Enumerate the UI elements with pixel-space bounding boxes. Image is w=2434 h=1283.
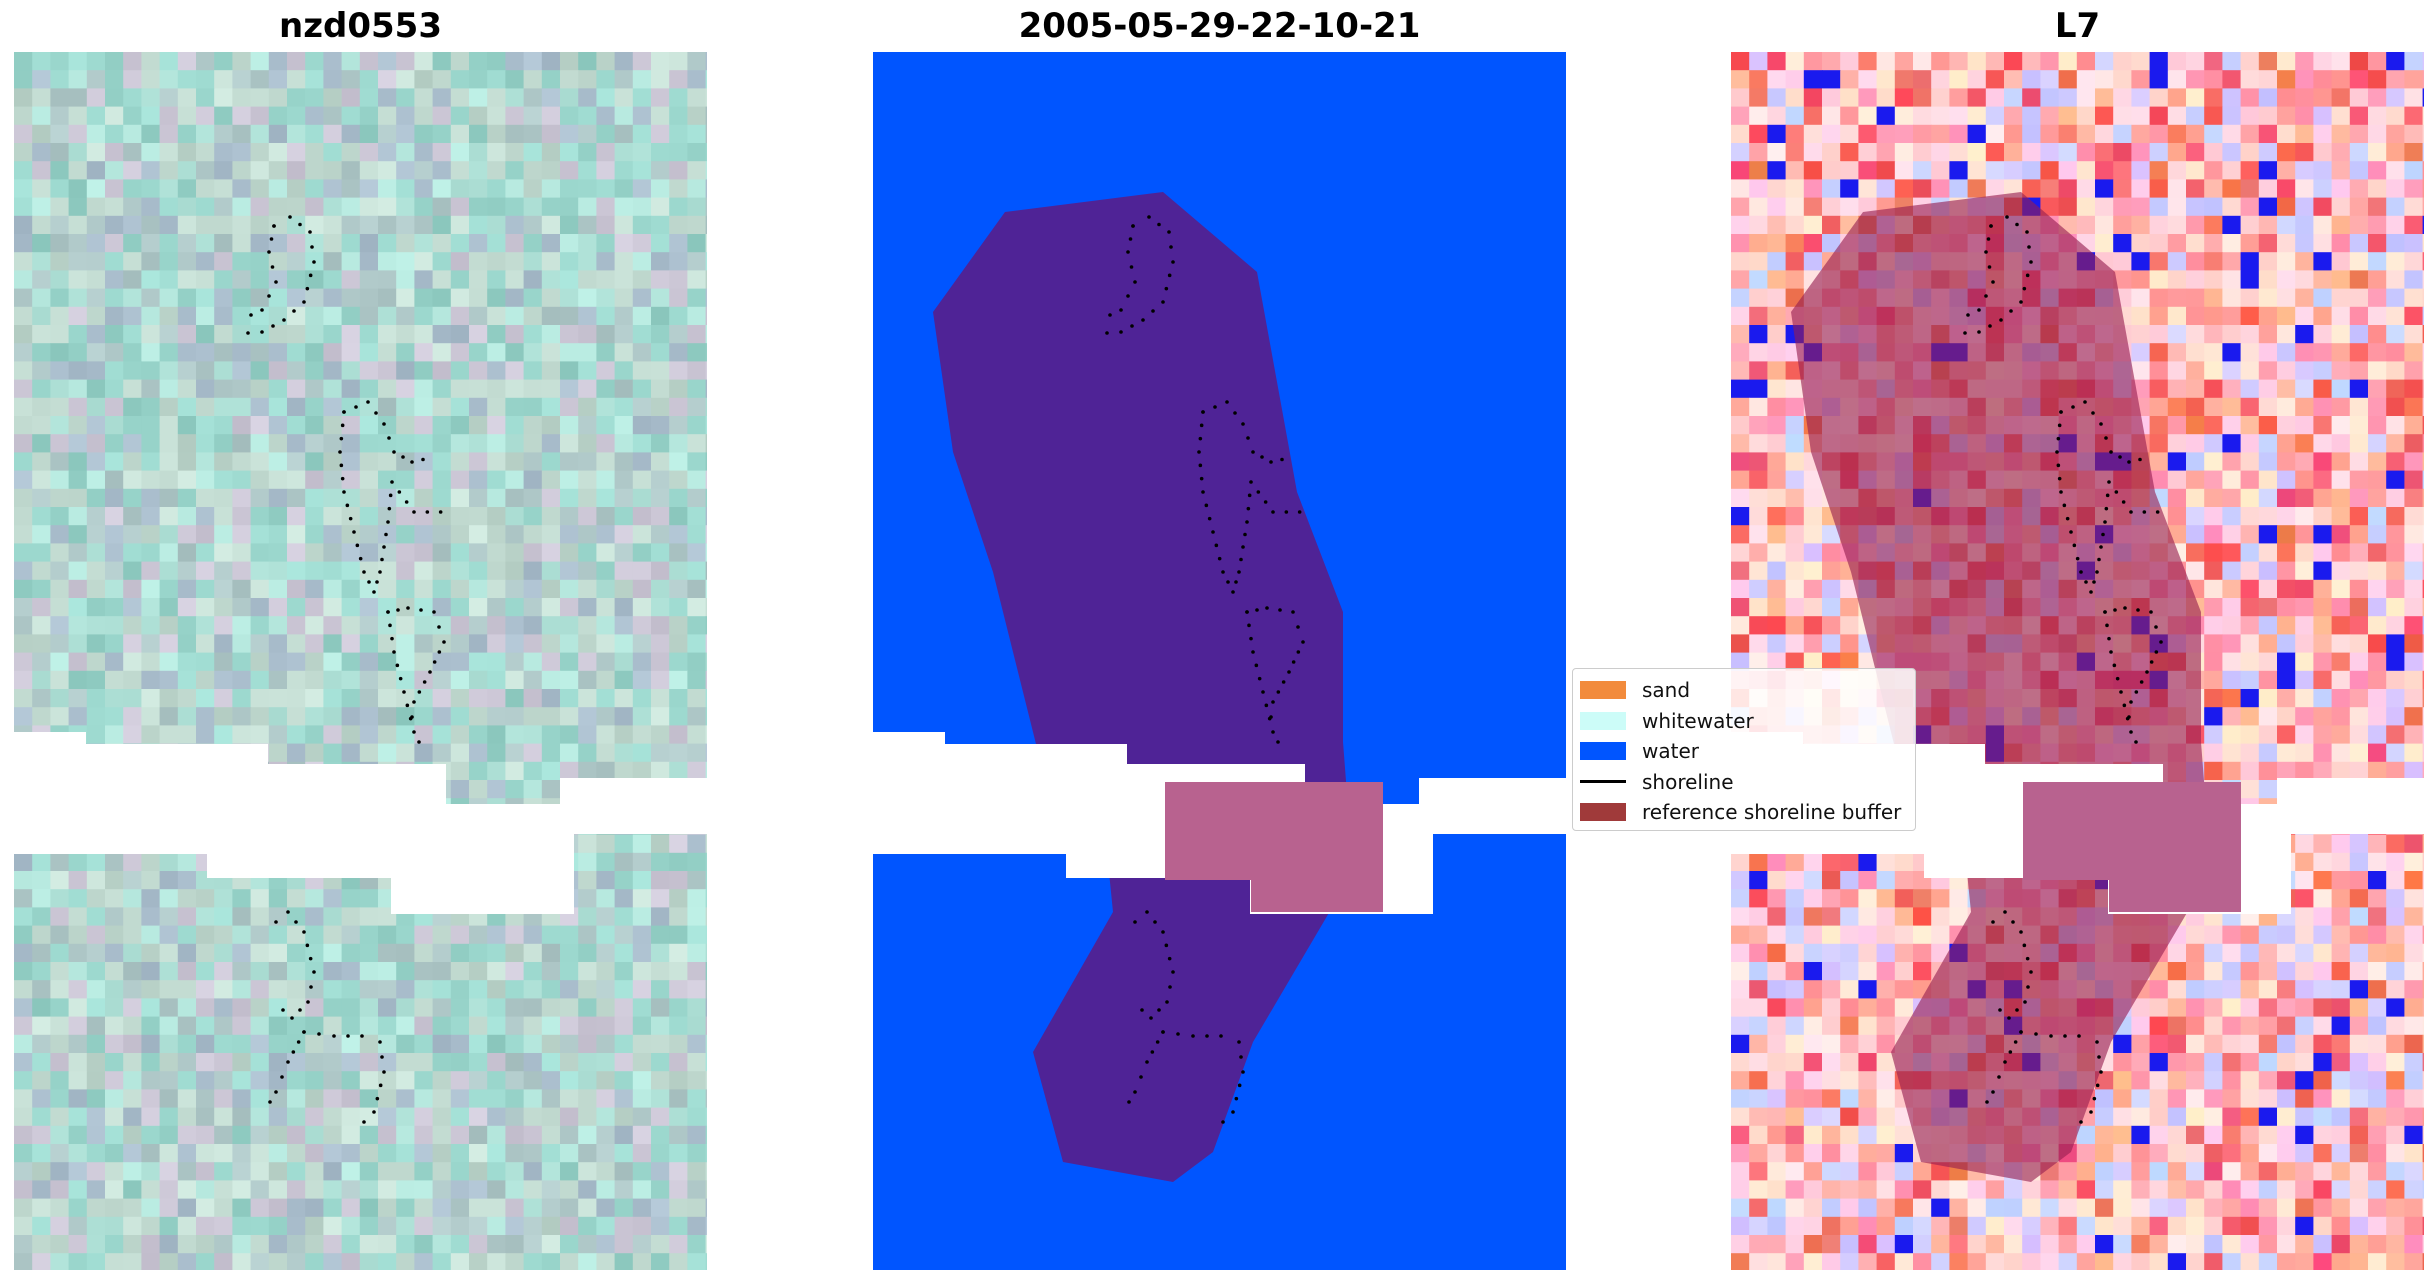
legend-item-sand: sand <box>1573 675 1915 706</box>
legend-label-water: water <box>1642 739 1699 764</box>
panel-title-index: L7 <box>2054 6 2101 46</box>
legend-label-whitewater: whitewater <box>1642 708 1754 733</box>
legend-item-water: water <box>1573 736 1915 767</box>
classified-image-panel <box>873 52 1566 1270</box>
whitewater-swatch <box>1580 711 1626 730</box>
legend-label-reference-buffer: reference shoreline buffer <box>1642 800 1902 825</box>
legend-item-whitewater: whitewater <box>1573 706 1915 737</box>
legend-label-shoreline: shoreline <box>1642 769 1734 794</box>
water-swatch <box>1580 742 1626 761</box>
reference-buffer-swatch <box>1580 803 1626 822</box>
index-image-panel <box>1731 52 2424 1270</box>
legend: sand whitewater water shoreline referenc… <box>1572 668 1916 831</box>
rgb-image-panel <box>14 52 707 1270</box>
legend-label-sand: sand <box>1642 678 1691 703</box>
legend-item-shoreline: shoreline <box>1573 767 1915 798</box>
panel-title-rgb: nzd0553 <box>279 6 442 46</box>
index-image <box>1731 52 2424 1270</box>
panel-title-classified: 2005-05-29-22-10-21 <box>1018 6 1421 46</box>
classified-image <box>873 52 1566 1270</box>
rgb-image <box>14 52 707 1270</box>
shoreline-line-swatch <box>1580 780 1626 784</box>
sand-swatch <box>1580 681 1626 700</box>
legend-item-reference-buffer: reference shoreline buffer <box>1573 797 1915 828</box>
